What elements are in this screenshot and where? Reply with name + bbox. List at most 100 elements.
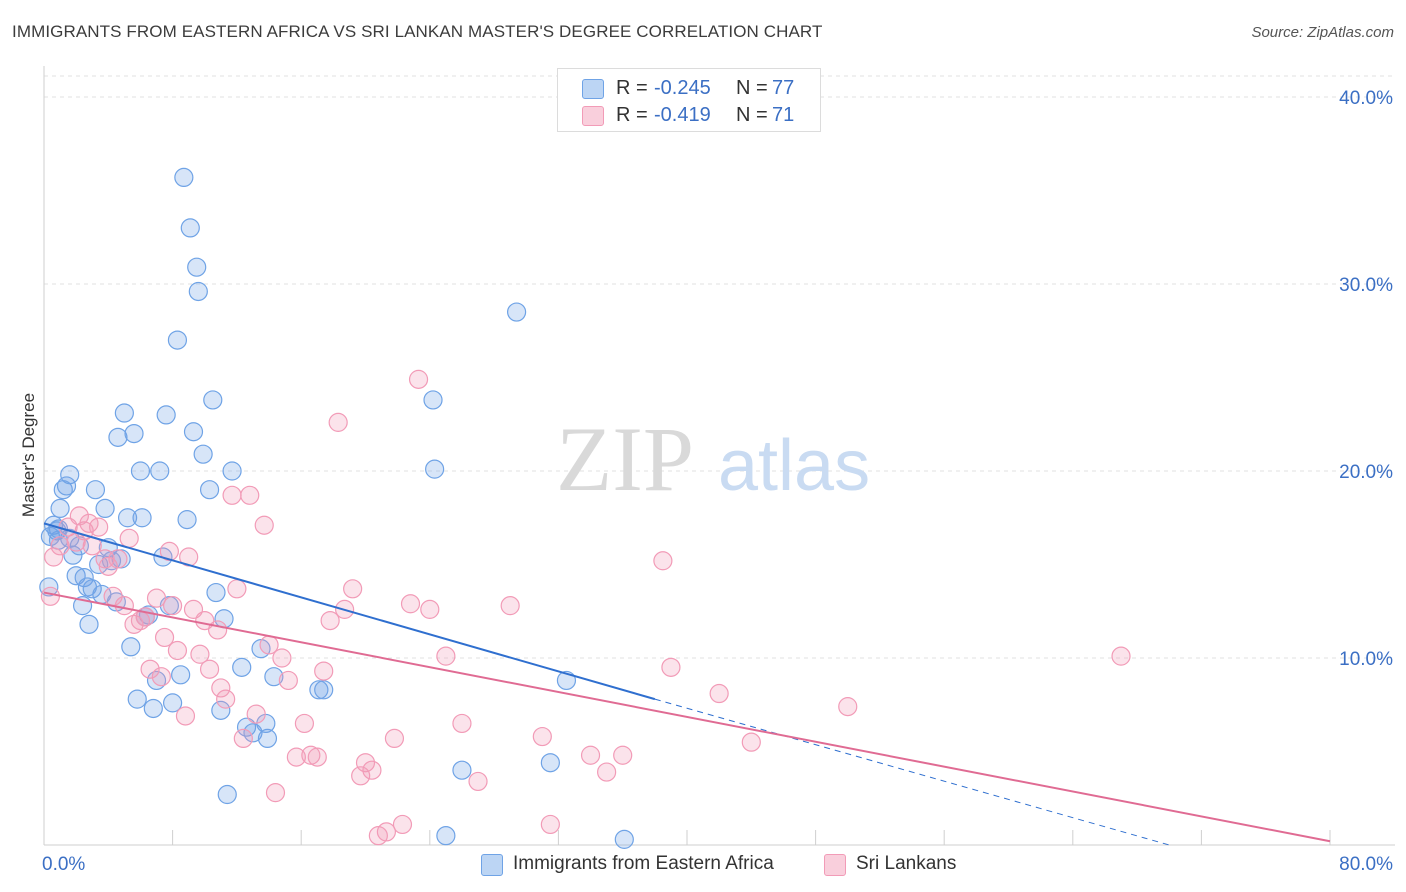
point-eastern-africa	[243, 723, 263, 743]
point-eastern-africa	[309, 680, 329, 700]
point-sri-lankans	[246, 704, 266, 724]
y-tick-label: 30.0%	[1339, 275, 1393, 296]
point-sri-lankans	[222, 485, 242, 505]
point-sri-lankans	[328, 412, 348, 432]
series-swatch-blue	[481, 854, 503, 876]
point-sri-lankans	[709, 683, 729, 704]
point-eastern-africa	[540, 753, 560, 773]
trend-line-sri-lankans	[43, 591, 1331, 843]
y-tick-label: 40.0%	[1339, 88, 1393, 109]
point-eastern-africa	[79, 614, 99, 634]
point-sri-lankans	[420, 599, 440, 619]
point-sri-lankans	[190, 644, 210, 664]
point-sri-lankans	[1111, 646, 1131, 666]
point-eastern-africa	[132, 508, 152, 528]
legend-n-value: 77	[772, 77, 795, 99]
axes	[43, 66, 1395, 846]
point-sri-lankans	[343, 579, 363, 599]
point-sri-lankans	[320, 610, 340, 631]
point-sri-lankans	[167, 640, 188, 661]
point-eastern-africa	[452, 760, 472, 780]
point-sri-lankans	[69, 506, 89, 526]
grid	[44, 75, 1395, 659]
point-eastern-africa	[436, 826, 456, 846]
point-eastern-africa	[95, 498, 115, 518]
point-sri-lankans	[265, 783, 286, 803]
legend-n-label: N =	[736, 77, 768, 99]
legend-r-label: R =	[616, 77, 648, 99]
point-sri-lankans	[452, 713, 472, 734]
point-sri-lankans	[838, 697, 858, 717]
point-sri-lankans	[146, 588, 167, 608]
point-sri-lankans	[199, 659, 220, 679]
point-eastern-africa	[48, 519, 69, 539]
point-sri-lankans	[294, 713, 315, 734]
point-eastern-africa	[199, 480, 220, 500]
point-eastern-africa	[257, 728, 278, 749]
point-eastern-africa	[217, 784, 237, 805]
point-sri-lankans	[227, 579, 247, 599]
point-sri-lankans	[272, 648, 292, 668]
legend-n-label: N =	[736, 104, 768, 126]
point-eastern-africa	[171, 665, 191, 685]
point-eastern-africa	[143, 698, 163, 719]
point-eastern-africa	[163, 693, 183, 713]
y-axis-label: Master's Degree	[19, 393, 38, 517]
point-sri-lankans	[408, 369, 429, 389]
legend-swatch-pink	[582, 106, 604, 126]
point-eastern-africa	[50, 498, 70, 518]
point-sri-lankans	[44, 547, 64, 567]
point-sri-lankans	[216, 689, 236, 709]
point-eastern-africa	[183, 422, 204, 442]
watermark-zip: ZIP	[556, 408, 694, 510]
point-sri-lankans	[376, 822, 396, 842]
series-label: Sri Lankans	[856, 853, 957, 874]
correlation-legend: R = -0.245 N = 77 R = -0.419 N = 71	[557, 68, 821, 132]
trend-line-eastern-africa	[43, 522, 656, 701]
point-sri-lankans	[208, 620, 228, 640]
point-sri-lankans	[580, 745, 601, 765]
point-sri-lankans	[119, 528, 139, 548]
watermark-atlas: atlas	[718, 426, 870, 506]
point-sri-lankans	[384, 728, 405, 749]
point-sri-lankans	[151, 667, 171, 687]
point-sri-lankans	[233, 728, 253, 749]
point-sri-lankans	[436, 646, 456, 666]
trend-extension-eastern-africa	[654, 698, 1170, 846]
legend-swatch-blue	[582, 79, 604, 99]
chart-title: IMMIGRANTS FROM EASTERN AFRICA VS SRI LA…	[12, 22, 823, 41]
point-eastern-africa	[180, 218, 200, 238]
point-eastern-africa	[203, 390, 223, 410]
point-sri-lankans	[50, 536, 70, 556]
point-sri-lankans	[532, 726, 552, 747]
legend-n-value: 71	[772, 104, 795, 126]
series-legend: Immigrants from Eastern Africa Sri Lanka…	[0, 852, 1406, 878]
legend-r-value: -0.419	[654, 104, 711, 126]
point-eastern-africa	[156, 405, 176, 425]
point-sri-lankans	[540, 814, 560, 835]
point-eastern-africa	[101, 551, 122, 571]
point-sri-lankans	[114, 596, 134, 616]
tick-labels: 10.0% 20.0% 30.0% 40.0% 0.0% 80.0%	[42, 88, 1393, 875]
series-swatch-pink	[824, 854, 846, 876]
legend-row-eastern-africa: R = -0.245 N = 77	[558, 75, 820, 101]
trend-lines	[43, 522, 1331, 846]
point-eastern-africa	[60, 465, 80, 485]
point-eastern-africa	[507, 302, 527, 322]
legend-r-label: R =	[616, 104, 648, 126]
point-eastern-africa	[167, 330, 188, 350]
point-eastern-africa	[124, 424, 144, 444]
point-sri-lankans	[301, 745, 321, 765]
point-sri-lankans	[314, 661, 334, 681]
point-sri-lankans	[355, 753, 376, 773]
legend-row-sri-lankans: R = -0.419 N = 71	[558, 102, 820, 128]
point-sri-lankans	[597, 762, 617, 782]
point-eastern-africa	[130, 461, 151, 481]
point-sri-lankans	[79, 513, 99, 533]
point-eastern-africa	[232, 657, 252, 677]
point-sri-lankans	[175, 706, 196, 726]
series-label: Immigrants from Eastern Africa	[513, 853, 774, 874]
point-eastern-africa	[211, 700, 231, 720]
data-points	[39, 167, 1131, 849]
x-tick-label-max: 80.0%	[1339, 854, 1393, 875]
